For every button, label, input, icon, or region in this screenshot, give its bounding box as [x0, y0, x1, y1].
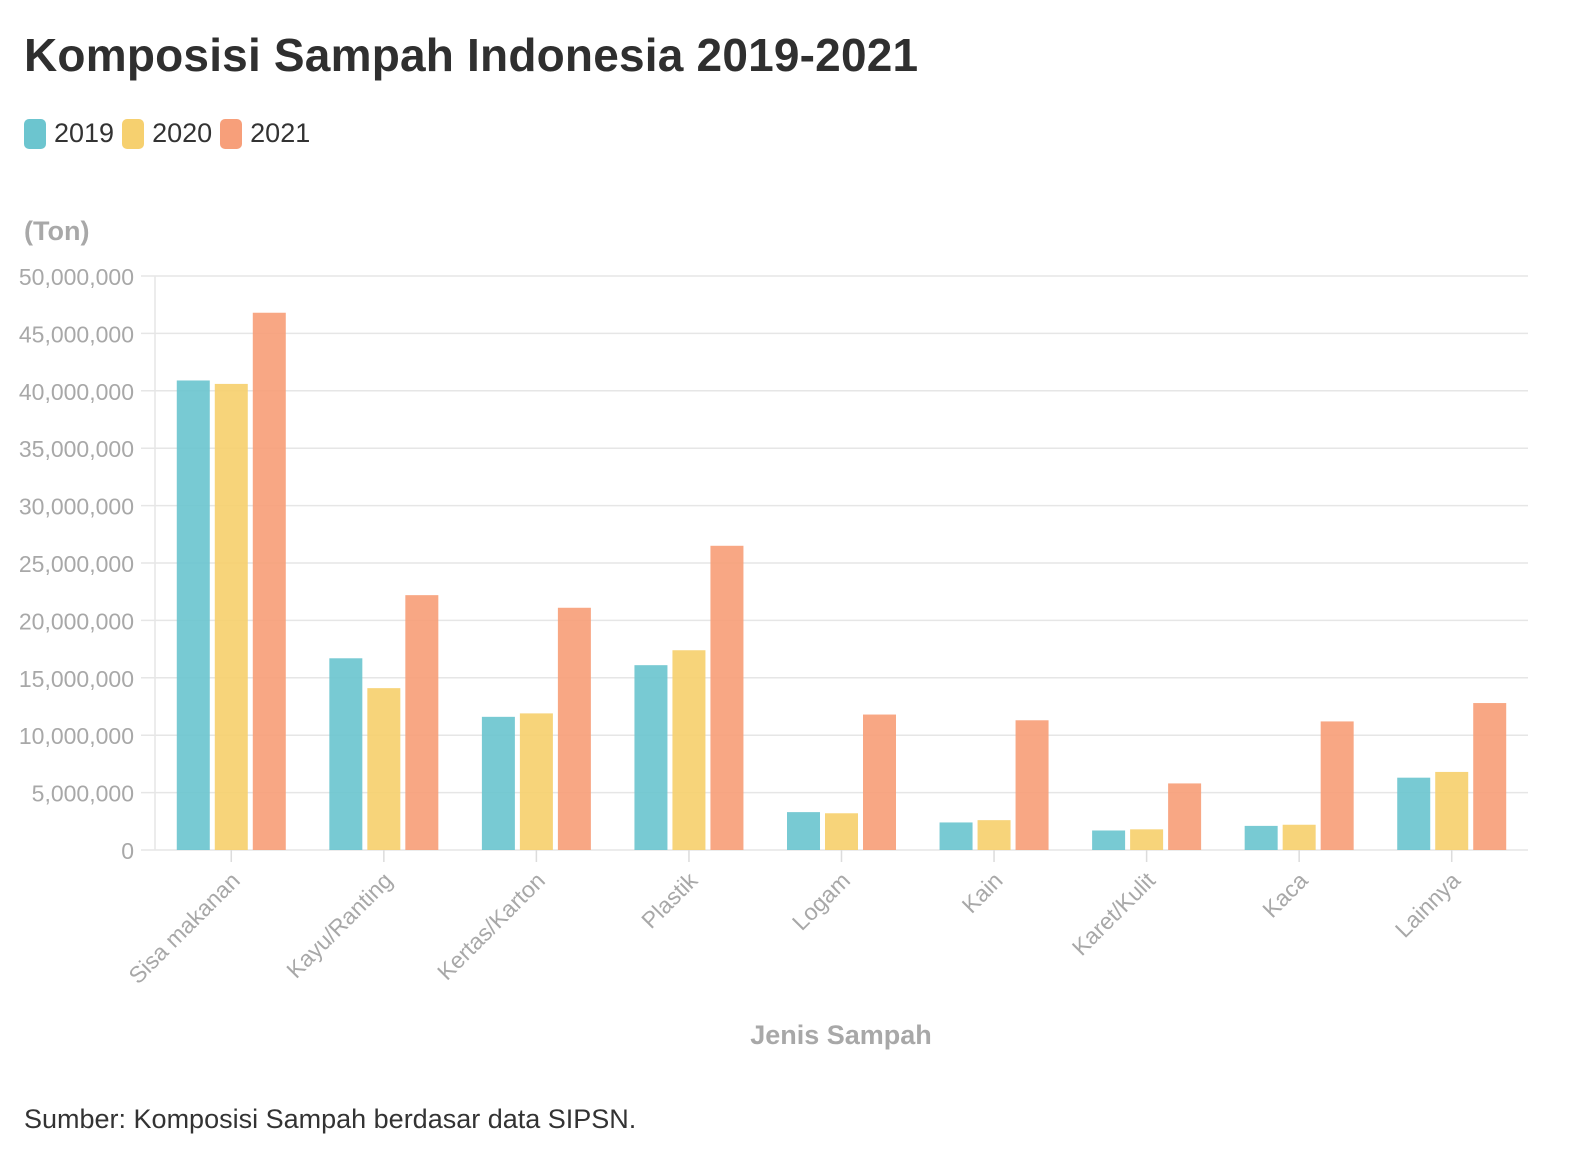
chart-legend: 2019 2020 2021 — [24, 118, 310, 149]
bar-2020[interactable] — [977, 820, 1011, 850]
legend-item-2019[interactable]: 2019 — [24, 118, 114, 149]
bar-2020[interactable] — [367, 688, 401, 850]
legend-swatch-2021 — [220, 118, 243, 149]
bar-2019[interactable] — [1092, 830, 1126, 850]
x-tick-label: Sisa makanan — [123, 867, 244, 988]
bar-2019[interactable] — [176, 380, 210, 850]
y-tick-label: 0 — [121, 838, 134, 864]
bar-2020[interactable] — [825, 813, 858, 850]
bar-2021[interactable] — [1015, 720, 1049, 850]
bar-2021[interactable] — [710, 545, 744, 850]
x-tick-label: Kain — [957, 867, 1008, 918]
legend-swatch-2020 — [122, 118, 145, 149]
bars — [176, 312, 1507, 851]
y-tick-label: 5,000,000 — [32, 781, 134, 807]
bar-2021[interactable] — [1168, 783, 1202, 850]
bar-chart: 0 5,000,000 10,000,000 15,000,000 20,000,000… — [19, 264, 1528, 1050]
bar-2020[interactable] — [1130, 829, 1164, 850]
x-tick-label: Kayu/Ranting — [281, 867, 397, 983]
x-tick-label: Kaca — [1257, 867, 1313, 923]
y-tick-label: 15,000,000 — [19, 666, 134, 692]
bar-2021[interactable] — [405, 595, 439, 850]
x-tick-label: Logam — [787, 867, 855, 935]
y-tick-label: 20,000,000 — [19, 608, 134, 634]
x-tick-label: Lainnya — [1390, 867, 1466, 943]
x-tick-label: Kertas/Karton — [432, 867, 550, 985]
y-tick-label: 50,000,000 — [19, 264, 134, 290]
bar-2019[interactable] — [787, 812, 820, 850]
y-tick-label: 35,000,000 — [19, 436, 134, 462]
legend-label-2020: 2020 — [152, 118, 213, 148]
y-tick-label: 40,000,000 — [19, 379, 134, 405]
legend-item-2020[interactable]: 2020 — [122, 118, 212, 149]
bar-2020[interactable] — [1282, 824, 1316, 850]
bar-2019[interactable] — [329, 658, 363, 850]
y-axis-ticks: 0 5,000,000 10,000,000 15,000,000 20,000,000… — [19, 264, 134, 864]
legend-label-2019: 2019 — [54, 118, 115, 148]
bar-2021[interactable] — [1320, 721, 1354, 850]
x-tick-label: Plastik — [636, 867, 703, 934]
bar-2020[interactable] — [672, 650, 706, 850]
bar-2021[interactable] — [557, 607, 591, 850]
legend-label-2021: 2021 — [250, 118, 311, 148]
y-tick-label: 30,000,000 — [19, 494, 134, 520]
bar-2019[interactable] — [1244, 825, 1278, 850]
bar-2020[interactable] — [1435, 771, 1469, 850]
x-axis-title: Jenis Sampah — [750, 1020, 932, 1050]
bar-2020[interactable] — [214, 383, 248, 850]
y-tick-label: 45,000,000 — [19, 321, 134, 347]
legend-item-2021[interactable]: 2021 — [220, 118, 310, 149]
legend-swatch-2019 — [24, 118, 46, 149]
x-tick-label: Karet/Kulit — [1067, 867, 1161, 961]
y-tick-label: 10,000,000 — [19, 723, 134, 749]
chart-title: Komposisi Sampah Indonesia 2019-2021 — [24, 29, 919, 81]
y-axis-unit-label: (Ton) — [24, 216, 90, 246]
source-note: Sumber: Komposisi Sampah berdasar data S… — [24, 1104, 637, 1134]
y-tick-label: 25,000,000 — [19, 551, 134, 577]
x-axis-ticks: Sisa makanan Kayu/Ranting Kertas/Karton Pla… — [123, 850, 1465, 989]
bar-2020[interactable] — [519, 713, 553, 850]
bar-2021[interactable] — [863, 714, 896, 850]
bar-2021[interactable] — [252, 312, 286, 851]
bar-2019[interactable] — [634, 665, 668, 850]
bar-2019[interactable] — [1397, 777, 1431, 850]
bar-2019[interactable] — [939, 822, 973, 850]
bar-2021[interactable] — [1473, 703, 1507, 850]
bar-2019[interactable] — [481, 716, 515, 850]
